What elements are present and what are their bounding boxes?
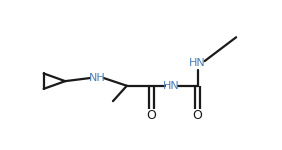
Text: O: O [193,109,202,122]
Text: O: O [147,109,157,122]
Text: NH: NH [89,73,106,83]
Text: HN: HN [189,58,206,68]
Text: HN: HN [163,81,180,91]
